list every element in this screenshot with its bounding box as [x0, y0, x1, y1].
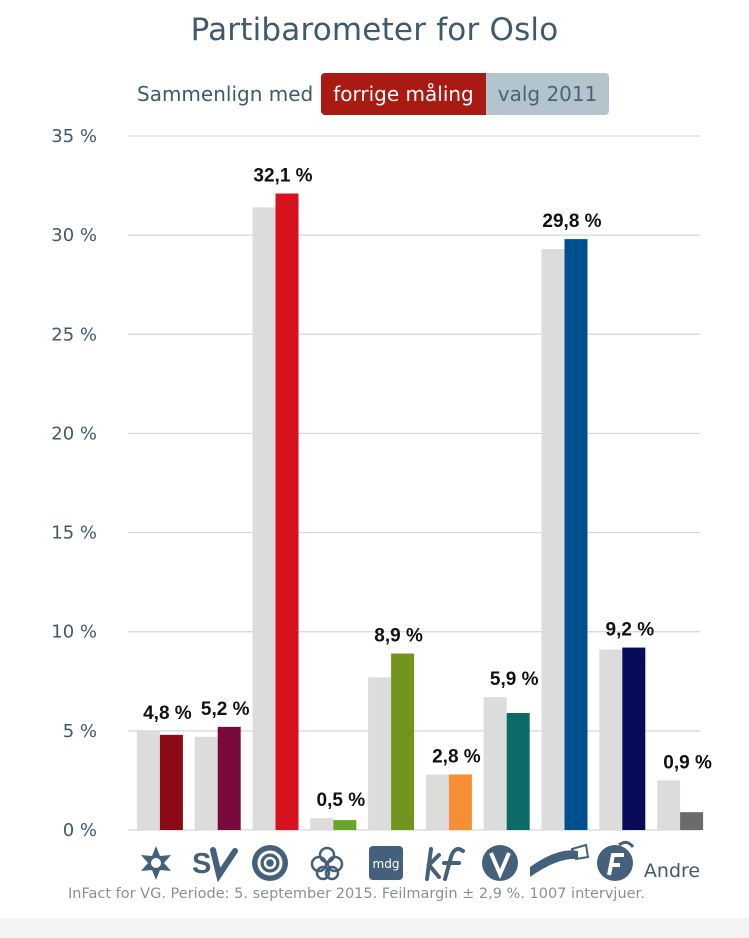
- krf-icon: [425, 847, 465, 881]
- data-label: 2,8 %: [432, 746, 481, 767]
- comparison-bar: [541, 249, 565, 831]
- data-label: 8,9 %: [374, 626, 423, 647]
- svg-text:S: S: [192, 848, 211, 880]
- bar-chart: 0 % 5 % 10 % 15 % 20 % 25 % 30 % 35 % 4,8 % 5,2 …: [51, 126, 712, 883]
- chart-title: Partibarometer for Oslo: [190, 12, 559, 48]
- current-bar[interactable]: [159, 734, 183, 830]
- current-bar[interactable]: [391, 653, 415, 830]
- data-label: 32,1 %: [253, 166, 312, 187]
- chart-card: Partibarometer for Oslo Sammenlign med f…: [0, 0, 749, 918]
- y-axis-ticks: 0 % 5 % 10 % 15 % 20 % 25 % 30 % 35 %: [51, 126, 97, 841]
- comparison-bar: [425, 774, 449, 830]
- compare-toggle: Sammenlign med forrige måling valg 2011: [137, 73, 610, 115]
- current-bar[interactable]: [564, 239, 588, 830]
- rodt-icon: [141, 846, 171, 880]
- bars: [136, 193, 704, 831]
- current-bar[interactable]: [448, 774, 472, 830]
- svg-text:mdg: mdg: [373, 857, 400, 871]
- comparison-bar: [310, 818, 334, 830]
- ap-icon: [252, 845, 288, 881]
- data-label: 0,5 %: [317, 790, 366, 811]
- sp-icon: [310, 846, 344, 881]
- sv-icon: S: [192, 847, 238, 883]
- previous-poll-button[interactable]: forrige måling: [321, 73, 486, 115]
- y-tick-label: 35 %: [51, 126, 97, 147]
- comparison-bar: [194, 736, 218, 830]
- comparison-bar: [657, 780, 681, 830]
- data-label: 4,8 %: [143, 703, 192, 724]
- x-tick-label-andre: Andre: [644, 860, 700, 882]
- frp-icon: [597, 840, 635, 881]
- y-tick-label: 25 %: [51, 324, 97, 345]
- election-2011-button[interactable]: valg 2011: [485, 73, 610, 115]
- data-label: 5,2 %: [201, 699, 250, 720]
- current-bar[interactable]: [506, 713, 530, 830]
- data-label: 9,2 %: [606, 620, 655, 641]
- current-bar[interactable]: [275, 193, 299, 830]
- comparison-bar: [368, 677, 392, 830]
- data-label: 0,9 %: [663, 752, 712, 773]
- y-tick-label: 15 %: [51, 523, 97, 544]
- y-tick-label: 0 %: [63, 820, 97, 841]
- comparison-bar: [252, 207, 276, 830]
- comparison-bar: [136, 730, 160, 830]
- comparison-bar: [483, 697, 507, 830]
- current-bar[interactable]: [680, 812, 704, 830]
- current-bar[interactable]: [333, 820, 357, 830]
- venstre-icon: [482, 845, 518, 881]
- hoyre-icon: [530, 843, 590, 877]
- y-tick-label: 20 %: [51, 423, 97, 444]
- y-tick-label: 30 %: [51, 225, 97, 246]
- compare-label: Sammenlign med: [137, 82, 314, 106]
- data-label: 5,9 %: [490, 669, 539, 690]
- comparison-bar: [599, 649, 623, 830]
- mdg-icon: mdg: [369, 846, 403, 880]
- y-tick-label: 5 %: [63, 721, 97, 742]
- current-bar[interactable]: [622, 647, 646, 830]
- current-bar[interactable]: [217, 726, 241, 830]
- data-label: 29,8 %: [542, 211, 601, 232]
- data-labels: 4,8 % 5,2 % 32,1 % 0,5 % 8,9 % 2,8 % 5,9 % 29,8…: [143, 166, 712, 812]
- y-tick-label: 10 %: [51, 622, 97, 643]
- footer-source: InFact for VG. Periode: 5. september 201…: [68, 886, 645, 902]
